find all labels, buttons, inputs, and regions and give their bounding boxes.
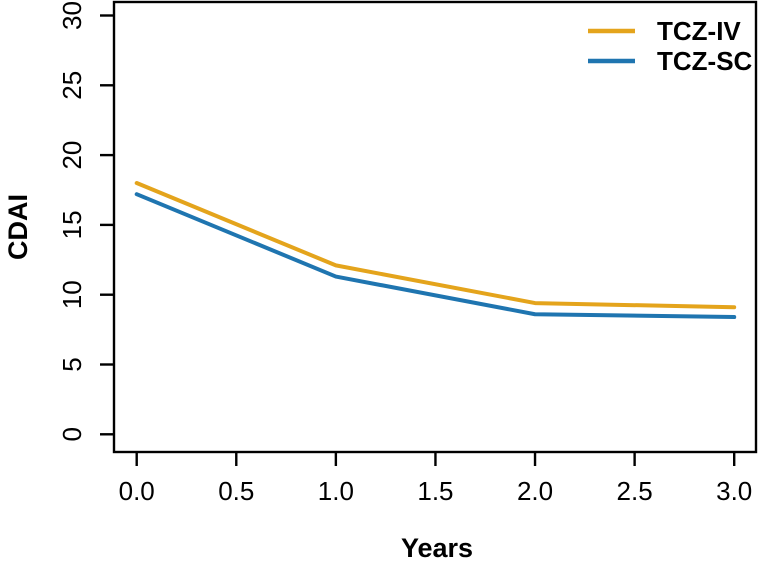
series-line-tcz-sc [134, 192, 737, 320]
y-axis-tick-label: 15 [57, 210, 87, 239]
x-axis-tick-label: 2.5 [617, 476, 653, 506]
x-axis-title: Years [401, 533, 473, 563]
x-axis-tick-label: 1.5 [417, 476, 453, 506]
x-axis-tick-label: 0.5 [218, 476, 254, 506]
y-axis-tick-label: 0 [57, 427, 87, 441]
plot-area: 0 5 10 15 20 25 30 0.0 0.5 1.0 1.5 2.0 2.5 3.0 TCZ-IVT… [57, 0, 758, 506]
legend-label-tcz-sc: TCZ-SC [657, 46, 753, 76]
x-axis-tick-label: 0.0 [119, 476, 155, 506]
y-axis-title: CDAI [3, 194, 33, 260]
y-axis-tick-label: 10 [57, 280, 87, 309]
y-axis-tick-label: 20 [57, 141, 87, 170]
y-axis-tick-label: 5 [57, 357, 87, 371]
series-line-tcz-iv [134, 181, 737, 310]
x-axis-tick-label: 2.0 [517, 476, 553, 506]
y-axis-tick-label: 30 [57, 1, 87, 30]
x-axis-tick-label: 1.0 [318, 476, 354, 506]
legend-label-tcz-iv: TCZ-IV [657, 16, 741, 46]
x-axis-tick-label: 3.0 [716, 476, 752, 506]
y-axis-tick-label: 25 [57, 71, 87, 100]
